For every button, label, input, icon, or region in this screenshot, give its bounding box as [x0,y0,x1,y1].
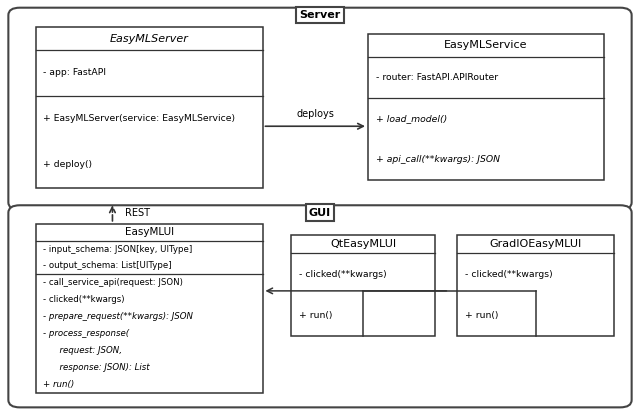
Text: + api_call(**kwargs): JSON: + api_call(**kwargs): JSON [376,155,500,164]
Text: - clicked(**kwargs): - clicked(**kwargs) [299,270,387,279]
Bar [458,235,614,336]
Text: deploys: deploys [296,109,334,119]
Text: GUI: GUI [309,208,331,218]
Text: Server: Server [300,10,340,20]
Text: + run(): + run() [299,311,332,320]
Text: - call_service_api(request: JSON): - call_service_api(request: JSON) [44,278,183,287]
Text: EasyMLService: EasyMLService [444,40,528,50]
Text: - app: FastAPI: - app: FastAPI [44,69,106,77]
Text: REST: REST [125,208,150,218]
Text: GradIOEasyMLUI: GradIOEasyMLUI [490,240,582,249]
Text: + run(): + run() [44,380,75,389]
Text: - process_response(: - process_response( [44,329,130,338]
Text: EasyMLUI: EasyMLUI [125,227,173,237]
Text: + EasyMLServer(service: EasyMLService): + EasyMLServer(service: EasyMLService) [44,114,236,123]
FancyBboxPatch shape [8,205,632,407]
FancyBboxPatch shape [8,8,632,210]
Text: - input_schema: JSON[key, UIType]: - input_schema: JSON[key, UIType] [44,244,193,254]
Bar [36,224,262,392]
Text: + deploy(): + deploy() [44,161,93,169]
Text: response: JSON): List: response: JSON): List [44,363,150,372]
Text: - router: FastAPI.APIRouter: - router: FastAPI.APIRouter [376,73,498,82]
Text: EasyMLServer: EasyMLServer [109,34,189,44]
Text: - prepare_request(**kwargs): JSON: - prepare_request(**kwargs): JSON [44,312,193,321]
Text: + run(): + run() [465,311,499,320]
Text: QtEasyMLUI: QtEasyMLUI [330,240,396,249]
Bar [291,235,435,336]
Bar [36,27,262,188]
Text: + load_model(): + load_model() [376,114,447,123]
Text: request: JSON,: request: JSON, [44,346,122,355]
Text: - output_schema: List[UIType]: - output_schema: List[UIType] [44,261,172,271]
Text: - clicked(**kwargs): - clicked(**kwargs) [465,270,552,279]
Text: - clicked(**kwargs): - clicked(**kwargs) [44,295,125,304]
Bar [368,33,604,180]
